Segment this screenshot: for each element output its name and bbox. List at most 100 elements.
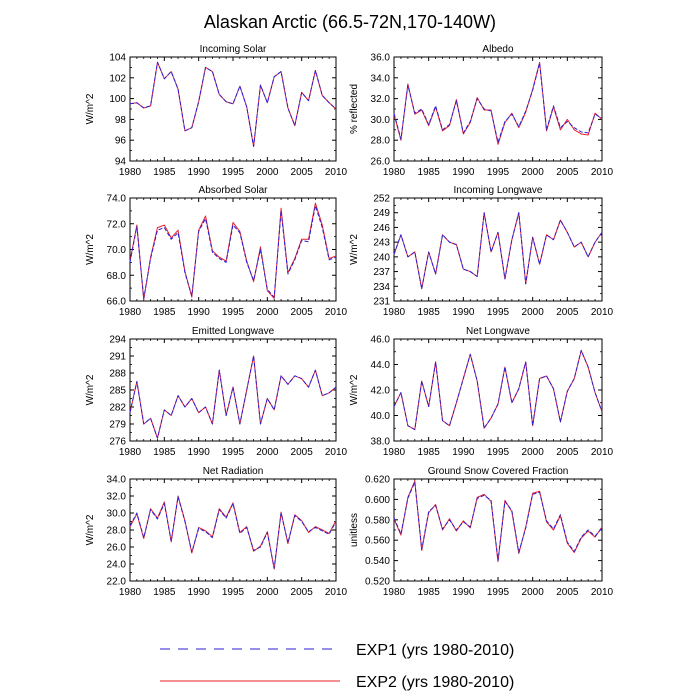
y-axis-label: W/m^2 (85, 234, 96, 265)
y-tick-label: 70.0 (107, 245, 127, 256)
x-tick-label: 1985 (418, 167, 441, 178)
series-line-exp1 (393, 349, 603, 431)
panel-title: Incoming Solar (200, 44, 267, 55)
x-tick-label: 1995 (222, 167, 245, 178)
x-tick-label: 1985 (418, 307, 441, 318)
y-tick-label: 249 (373, 208, 390, 219)
x-tick-label: 1985 (153, 447, 176, 458)
x-tick-label: 1980 (119, 587, 142, 598)
x-tick-label: 1990 (452, 307, 475, 318)
x-tick-label: 2010 (325, 307, 348, 318)
y-tick-label: 102 (109, 73, 126, 84)
y-tick-label: 0.600 (365, 495, 390, 506)
series-line-exp2 (129, 202, 337, 301)
plot-frame (129, 56, 337, 162)
y-tick-label: 0.580 (365, 515, 390, 526)
y-tick-label: 34.0 (371, 73, 391, 84)
x-tick-label: 1990 (452, 447, 475, 458)
legend-label-exp1: EXP1 (yrs 1980-2010) (356, 642, 514, 659)
y-tick-label: 30.0 (107, 509, 127, 520)
x-tick-label: 2005 (556, 587, 579, 598)
y-tick-label: 40.0 (371, 411, 391, 422)
x-tick-label: 1980 (119, 167, 142, 178)
y-tick-label: 32.0 (371, 94, 391, 105)
y-tick-label: 72.0 (107, 219, 127, 230)
y-axis-label: W/m^2 (349, 234, 360, 265)
x-tick-label: 2000 (522, 587, 545, 598)
y-axis-label: % reflected (349, 84, 360, 134)
y-tick-label: 34.0 (107, 475, 127, 486)
x-tick-label: 1980 (383, 307, 406, 318)
x-tick-label: 1985 (418, 447, 441, 458)
x-tick-label: 1990 (452, 167, 475, 178)
x-tick-label: 1980 (383, 587, 406, 598)
y-axis-label: unitless (349, 513, 360, 547)
panel-title: Emitted Longwave (192, 326, 275, 337)
legend: EXP1 (yrs 1980-2010) EXP2 (yrs 1980-2010… (160, 642, 514, 691)
x-tick-label: 2000 (522, 167, 545, 178)
legend-label-exp2: EXP2 (yrs 1980-2010) (356, 674, 514, 691)
y-tick-label: 100 (109, 94, 126, 105)
x-tick-label: 2000 (522, 307, 545, 318)
y-tick-label: 104 (109, 53, 126, 64)
x-tick-label: 1995 (487, 307, 510, 318)
x-tick-label: 2005 (556, 447, 579, 458)
y-tick-label: 246 (373, 223, 390, 234)
chart-panel-5: Emitted Longwave W/m^2 1980 1985 1990 1995 200… (85, 326, 348, 458)
x-tick-label: 1985 (153, 587, 176, 598)
x-tick-label: 2005 (291, 167, 314, 178)
y-tick-label: 252 (373, 194, 390, 205)
x-tick-label: 1990 (188, 447, 211, 458)
x-tick-label: 1995 (487, 587, 510, 598)
chart-panel-6: Net Longwave W/m^2 1980 1985 1990 1995 2000 200… (349, 326, 614, 458)
y-tick-label: 0.620 (365, 475, 390, 486)
y-tick-label: 237 (373, 267, 390, 278)
panel-title: Absorbed Solar (199, 185, 269, 196)
y-axis-label: W/m^2 (85, 514, 96, 545)
y-tick-label: 26.0 (107, 543, 127, 554)
plot-frame (129, 197, 337, 302)
y-tick-label: 0.560 (365, 536, 390, 547)
y-tick-label: 46.0 (371, 335, 391, 346)
x-tick-label: 2005 (556, 167, 579, 178)
series-line-exp2 (393, 480, 603, 563)
x-tick-label: 1985 (153, 167, 176, 178)
x-tick-label: 2010 (325, 587, 348, 598)
panel-title: Incoming Longwave (454, 185, 543, 196)
x-tick-label: 2010 (591, 307, 614, 318)
y-tick-label: 22.0 (107, 577, 127, 588)
x-tick-label: 2000 (256, 167, 279, 178)
panel-title: Net Longwave (466, 326, 530, 337)
x-tick-label: 2005 (291, 587, 314, 598)
series-line-exp2 (393, 212, 603, 290)
y-tick-label: 42.0 (371, 386, 391, 397)
series-line-exp2 (393, 61, 603, 145)
x-tick-label: 2000 (256, 587, 279, 598)
y-tick-label: 24.0 (107, 560, 127, 571)
x-tick-label: 2005 (291, 447, 314, 458)
y-tick-label: 0.540 (365, 556, 390, 567)
y-axis-label: W/m^2 (349, 374, 360, 405)
y-tick-label: 279 (109, 420, 126, 431)
panel-title: Ground Snow Covered Fraction (428, 466, 569, 477)
x-tick-label: 2010 (325, 167, 348, 178)
y-tick-label: 282 (109, 403, 126, 414)
chart-panel-1: Incoming Solar W/m^2 1980 1985 1990 1995 2000 2… (85, 44, 348, 178)
chart-panel-8: Ground Snow Covered Fraction unitless 1980… (349, 466, 614, 598)
y-tick-label: 68.0 (107, 271, 127, 282)
plot-frame (393, 56, 603, 162)
y-tick-label: 234 (373, 282, 390, 293)
y-tick-label: 74.0 (107, 194, 127, 205)
y-axis-label: W/m^2 (85, 374, 96, 405)
x-tick-label: 1995 (222, 447, 245, 458)
y-tick-label: 98 (115, 115, 127, 126)
series-line-exp2 (129, 61, 337, 147)
y-tick-label: 276 (109, 437, 126, 448)
x-tick-label: 2005 (556, 307, 579, 318)
x-tick-label: 1995 (487, 167, 510, 178)
chart-panel-7: Net Radiation W/m^2 1980 1985 1990 1995 2000 20… (85, 466, 348, 598)
x-tick-label: 1990 (188, 167, 211, 178)
y-tick-label: 32.0 (107, 492, 127, 503)
x-tick-label: 1985 (153, 307, 176, 318)
